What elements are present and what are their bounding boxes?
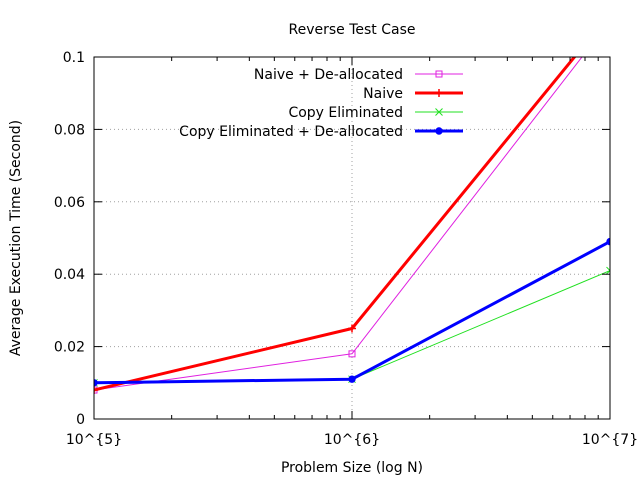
y-tick-label: 0.06 [54,195,85,211]
x-tick-label: 10^{7} [582,432,638,448]
legend-marker [435,70,443,78]
legend-label: Copy Eliminated [288,105,403,121]
data-point [607,18,613,24]
legend: Naive + De-allocated Naive Copy Eliminated… [179,67,463,140]
data-point [606,10,614,18]
y-tick-label: 0 [76,412,85,428]
legend-label: Copy Eliminated + De-allocated [179,124,403,140]
grid [94,57,610,419]
legend-label: Naive [363,86,403,102]
marker-circle [435,127,443,135]
marker-square [348,350,356,358]
legend-marker [435,89,443,97]
marker-cross [606,266,610,275]
data-point [348,375,356,383]
legend-label: Naive + De-allocated [254,67,403,83]
data-point [348,324,356,333]
series-layer [94,10,614,395]
marker-plus [348,324,356,333]
x-axis-label: Problem Size (log N) [281,460,423,476]
series-line [94,57,583,391]
data-point [348,350,356,358]
y-tick-label: 0.1 [63,50,85,66]
y-axis-label: Average Execution Time (Second) [8,120,24,356]
legend-marker [435,108,443,116]
marker-square [607,18,613,24]
x-tick-label: 10^{5} [66,432,122,448]
marker-plus [94,386,98,395]
chart-title: Reverse Test Case [288,22,415,38]
marker-cross [435,108,443,116]
data-point [94,386,98,395]
y-tick-label: 0.08 [54,122,85,138]
marker-plus [435,89,443,97]
data-point [606,266,610,275]
marker-circle [348,375,356,383]
marker-plus [606,10,614,18]
legend-marker [435,127,443,135]
y-tick-label: 0.04 [54,267,85,283]
ticks: 0 0.02 0.04 0.06 0.08 0.1 10^{5} 10^{6} 10^{7} [54,50,638,448]
marker-square [435,70,443,78]
y-tick-label: 0.02 [54,340,85,356]
x-tick-label: 10^{6} [324,432,380,448]
